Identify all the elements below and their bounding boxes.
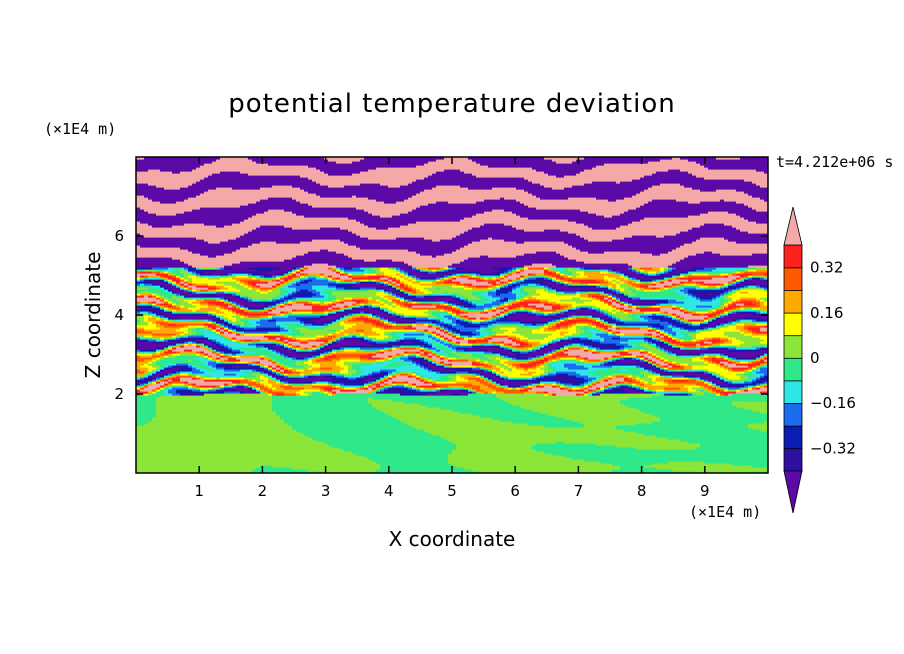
time-label: t=4.212e+06 s bbox=[776, 153, 893, 171]
y-unit-label: (×1E4 m) bbox=[44, 120, 116, 138]
chart-title: potential temperature deviation bbox=[228, 89, 675, 119]
contour-plot-area bbox=[136, 157, 769, 474]
